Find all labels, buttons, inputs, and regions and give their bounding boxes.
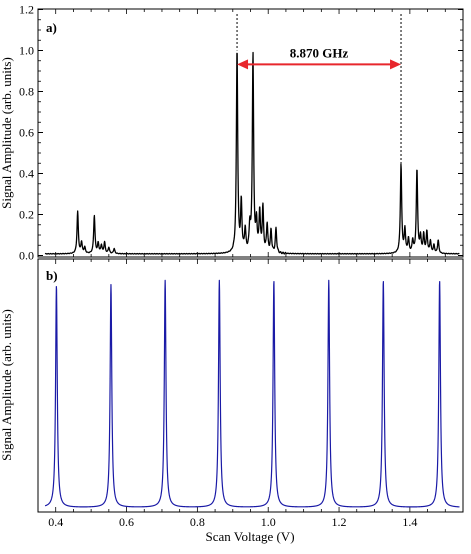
panel-a-y-tick-labels: 0.0 0.2 0.4 0.6 0.8 1.0 1.2 bbox=[19, 3, 34, 263]
x-tick-label: 0.6 bbox=[119, 515, 134, 529]
annotation-label: 8.870 GHz bbox=[290, 45, 349, 60]
x-tick-label: 0.4 bbox=[48, 515, 63, 529]
y-tick-label: 0.2 bbox=[19, 208, 34, 222]
panel-b-x-tick-labels: 0.4 0.6 0.8 1.0 1.2 1.4 bbox=[48, 515, 417, 529]
panel-b-ticks bbox=[55, 259, 446, 512]
y-tick-label: 1.0 bbox=[19, 44, 34, 58]
panel-a-label: a) bbox=[46, 20, 57, 35]
annotation-arrow-head-right bbox=[390, 59, 402, 70]
x-tick-label: 1.4 bbox=[402, 515, 417, 529]
panel-a-y-axis-title: Signal Amplitude (arb. units) bbox=[0, 57, 14, 209]
x-tick-label: 1.0 bbox=[261, 515, 276, 529]
panel-b-frame bbox=[37, 258, 464, 513]
x-tick-label: 0.8 bbox=[190, 515, 205, 529]
y-tick-label: 1.2 bbox=[19, 3, 34, 17]
x-tick-label: 1.2 bbox=[332, 515, 347, 529]
annotation-arrow-head-left bbox=[237, 59, 249, 70]
panel-b-y-axis-title: Signal Amplitude (arb. units) bbox=[0, 309, 14, 461]
panel-a-series-line bbox=[44, 51, 460, 255]
frequency-spacing-annotation: 8.870 GHz bbox=[236, 14, 402, 168]
panel-b-series-line bbox=[44, 279, 460, 508]
y-tick-label: 0.8 bbox=[19, 85, 34, 99]
y-tick-label: 0.6 bbox=[19, 126, 34, 140]
y-tick-label: 0.4 bbox=[19, 167, 34, 181]
panel-a-ticks bbox=[38, 9, 463, 257]
y-tick-label: 0.0 bbox=[19, 249, 34, 263]
panel-b-label: b) bbox=[46, 268, 58, 283]
x-axis-title: Scan Voltage (V) bbox=[205, 529, 294, 544]
